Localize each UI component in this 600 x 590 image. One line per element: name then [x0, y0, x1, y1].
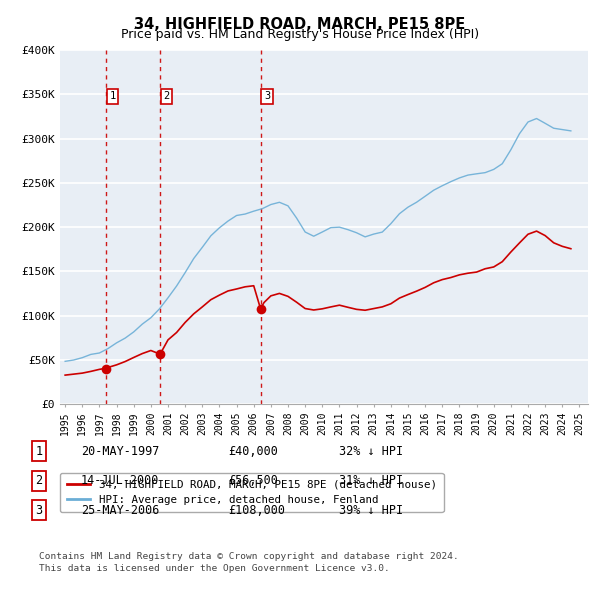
Text: 1: 1	[109, 91, 116, 101]
Text: 3: 3	[264, 91, 270, 101]
Text: £40,000: £40,000	[228, 445, 278, 458]
Text: 34, HIGHFIELD ROAD, MARCH, PE15 8PE: 34, HIGHFIELD ROAD, MARCH, PE15 8PE	[134, 17, 466, 31]
Text: 2: 2	[164, 91, 170, 101]
Text: 2: 2	[35, 474, 43, 487]
Text: 14-JUL-2000: 14-JUL-2000	[81, 474, 160, 487]
Legend: 34, HIGHFIELD ROAD, MARCH, PE15 8PE (detached house), HPI: Average price, detach: 34, HIGHFIELD ROAD, MARCH, PE15 8PE (det…	[60, 473, 443, 512]
Text: 1: 1	[35, 445, 43, 458]
Text: Contains HM Land Registry data © Crown copyright and database right 2024.
This d: Contains HM Land Registry data © Crown c…	[39, 552, 459, 573]
Text: 3: 3	[35, 504, 43, 517]
Text: 32% ↓ HPI: 32% ↓ HPI	[339, 445, 403, 458]
Text: 39% ↓ HPI: 39% ↓ HPI	[339, 504, 403, 517]
Text: £108,000: £108,000	[228, 504, 285, 517]
Text: £56,500: £56,500	[228, 474, 278, 487]
Text: 20-MAY-1997: 20-MAY-1997	[81, 445, 160, 458]
Text: 25-MAY-2006: 25-MAY-2006	[81, 504, 160, 517]
Text: 31% ↓ HPI: 31% ↓ HPI	[339, 474, 403, 487]
Text: Price paid vs. HM Land Registry's House Price Index (HPI): Price paid vs. HM Land Registry's House …	[121, 28, 479, 41]
